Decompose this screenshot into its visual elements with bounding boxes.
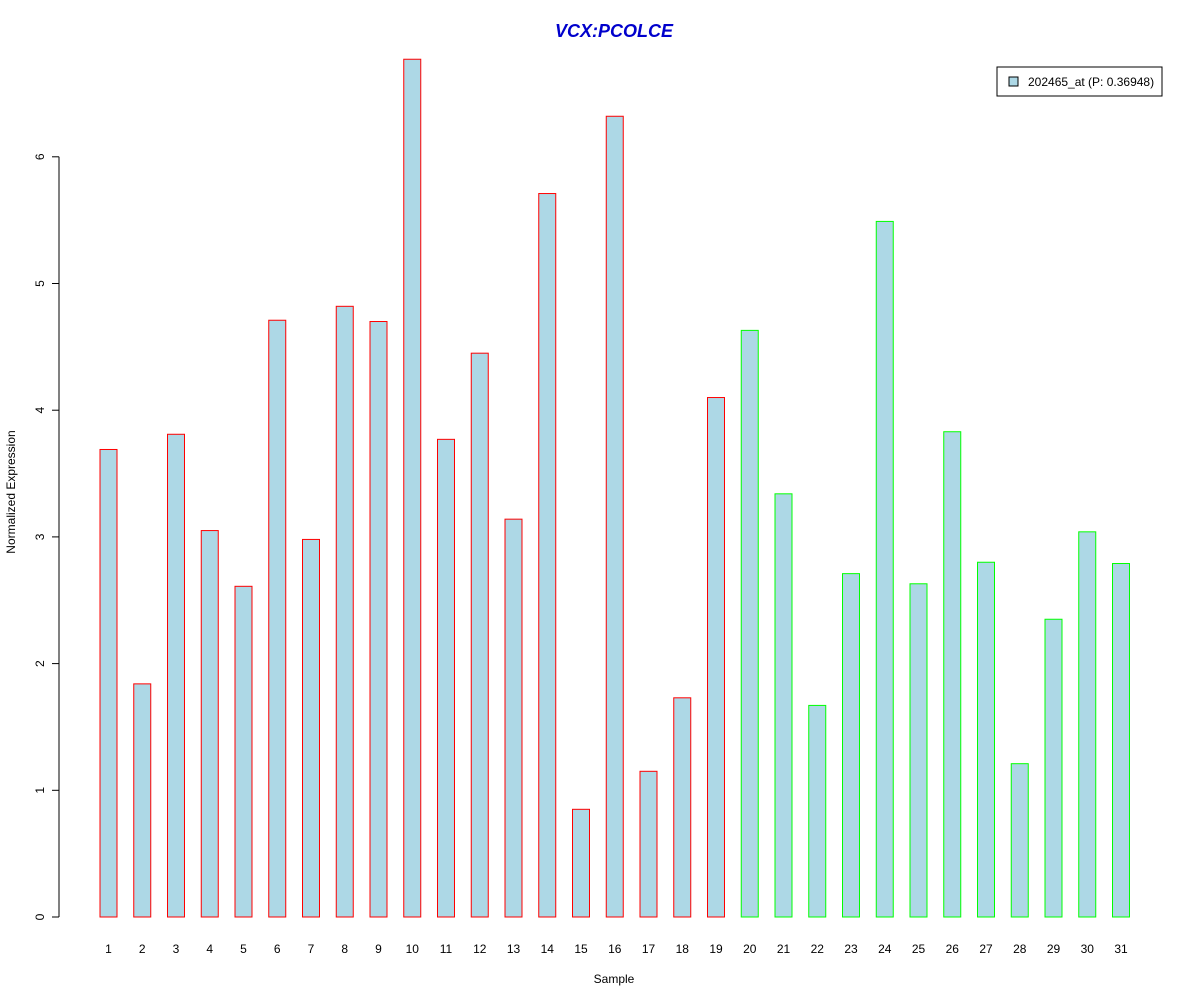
bar-series <box>99 58 1130 918</box>
bar <box>1010 763 1029 918</box>
y-tick-label: 3 <box>33 533 47 540</box>
x-tick-label: 26 <box>946 942 960 956</box>
y-tick-label: 2 <box>33 660 47 667</box>
bar <box>673 697 692 918</box>
x-tick-label: 9 <box>375 942 382 956</box>
x-tick-label: 29 <box>1047 942 1061 956</box>
x-tick-label: 23 <box>844 942 858 956</box>
bar <box>302 538 320 918</box>
bar <box>909 583 928 918</box>
x-tick-label: 18 <box>676 942 690 956</box>
x-tick-label: 24 <box>878 942 892 956</box>
legend-box <box>996 66 1163 97</box>
bar <box>133 683 152 918</box>
bar <box>875 220 894 918</box>
bar <box>842 573 860 918</box>
legend-swatch <box>1008 76 1019 87</box>
bar <box>605 115 624 918</box>
x-tick-label: 6 <box>274 942 281 956</box>
x-tick-label: 19 <box>709 942 723 956</box>
x-tick-label: 25 <box>912 942 926 956</box>
bar <box>504 518 523 918</box>
bar <box>977 561 995 918</box>
x-tick-label: 10 <box>406 942 420 956</box>
x-tick-label: 4 <box>206 942 213 956</box>
y-axis: 0 1 2 3 4 5 6 <box>33 153 60 920</box>
bar <box>200 530 219 918</box>
x-tick-label: 16 <box>608 942 622 956</box>
bar <box>167 433 185 918</box>
bar <box>943 431 962 918</box>
bar <box>437 438 455 918</box>
bar <box>99 448 118 918</box>
x-tick-label: 20 <box>743 942 757 956</box>
bar <box>572 808 590 918</box>
x-axis-labels: 1 2 3 4 5 6 7 8 9 10 11 12 13 14 15 16 17 18 19 20 21 22 23 24 2… <box>105 942 1128 956</box>
bar <box>774 493 793 918</box>
bar <box>707 397 725 918</box>
legend-label: 202465_at (P: 0.36948) <box>1028 75 1154 89</box>
x-tick-label: 11 <box>440 942 453 956</box>
y-tick-label: 5 <box>33 280 47 287</box>
x-tick-label: 28 <box>1013 942 1027 956</box>
bar <box>538 193 557 918</box>
x-tick-label: 12 <box>473 942 487 956</box>
bar <box>268 319 287 918</box>
y-axis-label: Normalized Expression <box>4 430 18 553</box>
x-tick-label: 7 <box>308 942 315 956</box>
x-tick-label: 30 <box>1081 942 1095 956</box>
y-tick-label: 0 <box>33 913 47 920</box>
x-axis-label: Sample <box>594 972 635 986</box>
y-tick-label: 4 <box>33 407 47 414</box>
bar <box>1112 563 1130 918</box>
bar <box>470 352 489 918</box>
legend: 202465_at (P: 0.36948) <box>996 66 1163 97</box>
x-tick-label: 8 <box>341 942 348 956</box>
bar <box>740 329 759 918</box>
x-tick-label: 13 <box>507 942 521 956</box>
chart-title: VCX:PCOLCE <box>555 21 674 41</box>
x-tick-label: 2 <box>139 942 146 956</box>
x-tick-label: 27 <box>979 942 993 956</box>
y-tick-label: 6 <box>33 153 47 160</box>
bar <box>335 305 354 918</box>
x-tick-label: 17 <box>642 942 656 956</box>
bar <box>1044 618 1063 918</box>
x-tick-label: 21 <box>777 942 791 956</box>
x-tick-label: 31 <box>1114 942 1128 956</box>
x-tick-label: 3 <box>173 942 180 956</box>
bar <box>403 58 422 918</box>
bar <box>234 585 253 918</box>
x-tick-label: 1 <box>105 942 112 956</box>
bar <box>639 770 658 918</box>
bar <box>369 321 388 918</box>
bar <box>1078 531 1097 918</box>
x-tick-label: 22 <box>811 942 825 956</box>
bar <box>808 704 827 918</box>
x-tick-label: 14 <box>541 942 555 956</box>
x-tick-label: 15 <box>574 942 588 956</box>
y-tick-label: 1 <box>33 787 47 794</box>
x-tick-label: 5 <box>240 942 247 956</box>
